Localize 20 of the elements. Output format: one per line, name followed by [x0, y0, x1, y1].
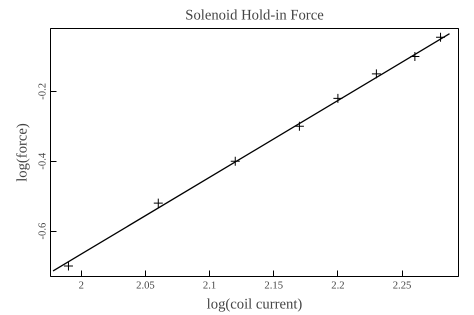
- y-tick-label: -0.6: [38, 222, 48, 240]
- x-tick-label: 2: [78, 280, 84, 292]
- chart-title: Solenoid Hold-in Force: [185, 8, 324, 24]
- x-tick-label: 2.2: [331, 280, 345, 292]
- point: [230, 156, 240, 166]
- point: [294, 121, 304, 132]
- point: [332, 93, 343, 104]
- point: [153, 198, 164, 208]
- point: [410, 51, 420, 62]
- x-tick-label: 2.05: [136, 280, 155, 292]
- point: [63, 261, 74, 272]
- x-tick-label: 2.25: [392, 280, 412, 292]
- point: [436, 32, 446, 42]
- x-axis-title: log(coil current): [206, 296, 302, 312]
- point: [371, 68, 382, 79]
- y-tick-label: -0.2: [38, 82, 48, 100]
- x-tick-label: 2.1: [202, 280, 216, 292]
- y-axis-title: log(force): [14, 123, 30, 182]
- y-tick-label: -0.4: [38, 152, 48, 170]
- x-tick-label: 2.15: [264, 280, 284, 292]
